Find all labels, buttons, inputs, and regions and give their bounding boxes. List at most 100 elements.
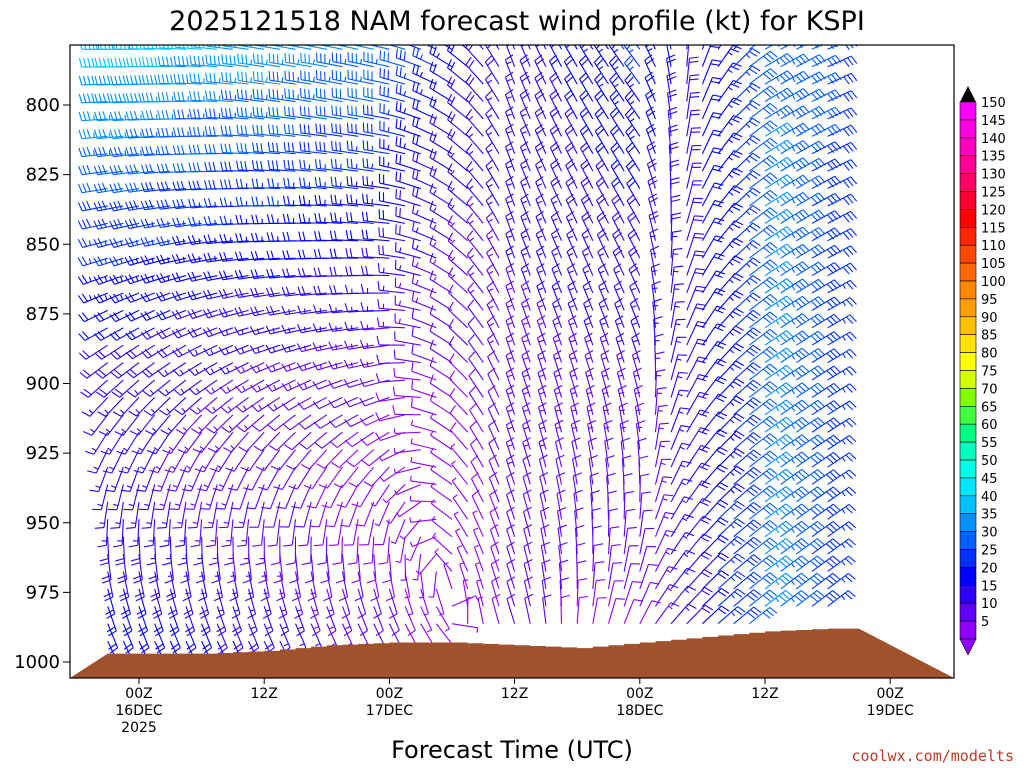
wind-barb — [645, 106, 656, 137]
wind-barb — [796, 296, 826, 311]
wind-barb — [107, 484, 124, 511]
wind-barb — [733, 536, 762, 555]
wind-barb — [609, 90, 625, 120]
wind-barb — [488, 471, 500, 503]
wind-barb — [129, 414, 156, 436]
wind-barb — [733, 519, 762, 538]
wind-barb — [733, 554, 762, 572]
wind-barb — [749, 589, 778, 607]
wind-barb — [764, 572, 794, 590]
wind-barb — [536, 263, 547, 294]
colorbar-label: 95 — [981, 293, 998, 308]
wind-barb — [379, 85, 406, 103]
colorbar-label: 145 — [981, 114, 1006, 129]
wind-barb — [207, 431, 234, 453]
wind-barb — [796, 261, 826, 277]
wind-barb — [360, 431, 390, 447]
wind-barb — [140, 181, 171, 193]
wind-barb — [78, 128, 108, 140]
wind-barb — [435, 606, 450, 632]
wind-barb — [764, 278, 794, 294]
wind-barb — [764, 156, 794, 172]
wind-barb — [520, 297, 531, 328]
wind-barb — [114, 414, 140, 436]
wind-barb — [298, 414, 328, 430]
wind-barb — [100, 431, 124, 455]
wind-barb — [392, 405, 421, 416]
wind-barb — [412, 98, 437, 120]
wind-barb — [252, 414, 281, 432]
wind-barb — [282, 195, 312, 207]
wind-barb — [780, 192, 810, 207]
y-tick-label: 900 — [26, 374, 60, 395]
wind-barb — [173, 379, 202, 396]
wind-barb — [749, 276, 778, 294]
wind-barb — [428, 571, 437, 598]
wind-barb — [359, 519, 375, 546]
wind-barb — [484, 45, 500, 67]
wind-barb — [232, 623, 244, 654]
wind-barb — [593, 55, 609, 85]
wind-barb — [764, 243, 794, 259]
wind-barb — [150, 571, 161, 602]
wind-barb — [204, 126, 233, 137]
colorbar-swatch — [959, 513, 977, 532]
wind-barb — [77, 256, 108, 267]
wind-barb — [450, 422, 469, 451]
wind-barb — [646, 158, 657, 189]
wind-barb — [534, 71, 547, 102]
wind-barb — [733, 257, 761, 276]
wind-barb — [345, 248, 374, 259]
wind-barb — [557, 524, 567, 555]
wind-barb — [646, 141, 657, 172]
wind-barb — [237, 45, 265, 50]
wind-barb — [375, 392, 406, 402]
wind-barb — [702, 552, 729, 572]
wind-barb — [330, 140, 359, 155]
wind-barb — [157, 56, 186, 68]
wind-barb — [795, 486, 825, 503]
wind-barb — [395, 206, 421, 224]
wind-barb — [451, 477, 469, 503]
wind-barb — [291, 484, 312, 509]
y-tick-label: 800 — [26, 95, 60, 116]
wind-barb — [370, 484, 390, 507]
wind-barb — [273, 466, 296, 490]
wind-barb — [538, 454, 548, 485]
wind-barb — [156, 181, 187, 192]
wind-barb — [670, 531, 695, 555]
wind-barb — [613, 280, 625, 311]
wind-barb — [465, 74, 484, 102]
wind-barb — [315, 87, 343, 103]
wind-barb — [156, 501, 171, 529]
wind-barb — [429, 183, 453, 207]
wind-barb — [733, 100, 761, 120]
wind-barb — [522, 471, 532, 503]
wind-barb — [764, 226, 794, 242]
wind-barb — [236, 142, 265, 155]
wind-barb — [267, 160, 296, 172]
x-tick-label: 16DEC — [115, 703, 162, 719]
wind-barb — [378, 244, 406, 259]
wind-barb — [144, 519, 156, 548]
colorbar-label: 120 — [981, 203, 1006, 218]
wind-barb — [827, 90, 858, 103]
wind-barb — [629, 280, 641, 311]
wind-barb — [109, 274, 140, 285]
wind-barb — [429, 131, 453, 155]
wind-barb — [473, 527, 484, 555]
wind-barb — [141, 145, 171, 157]
wind-barb — [393, 448, 421, 454]
wind-barb — [796, 348, 826, 364]
wind-barb — [432, 532, 453, 555]
wind-barb — [520, 45, 531, 67]
wind-barb — [329, 431, 359, 448]
wind-barb — [266, 268, 296, 279]
wind-barb — [717, 307, 744, 329]
wind-barb — [565, 158, 578, 189]
wind-barb — [749, 189, 778, 207]
wind-barb — [505, 123, 516, 154]
wind-barb — [328, 341, 359, 351]
x-tick-label: 00Z — [125, 686, 152, 702]
wind-barb — [109, 200, 140, 212]
